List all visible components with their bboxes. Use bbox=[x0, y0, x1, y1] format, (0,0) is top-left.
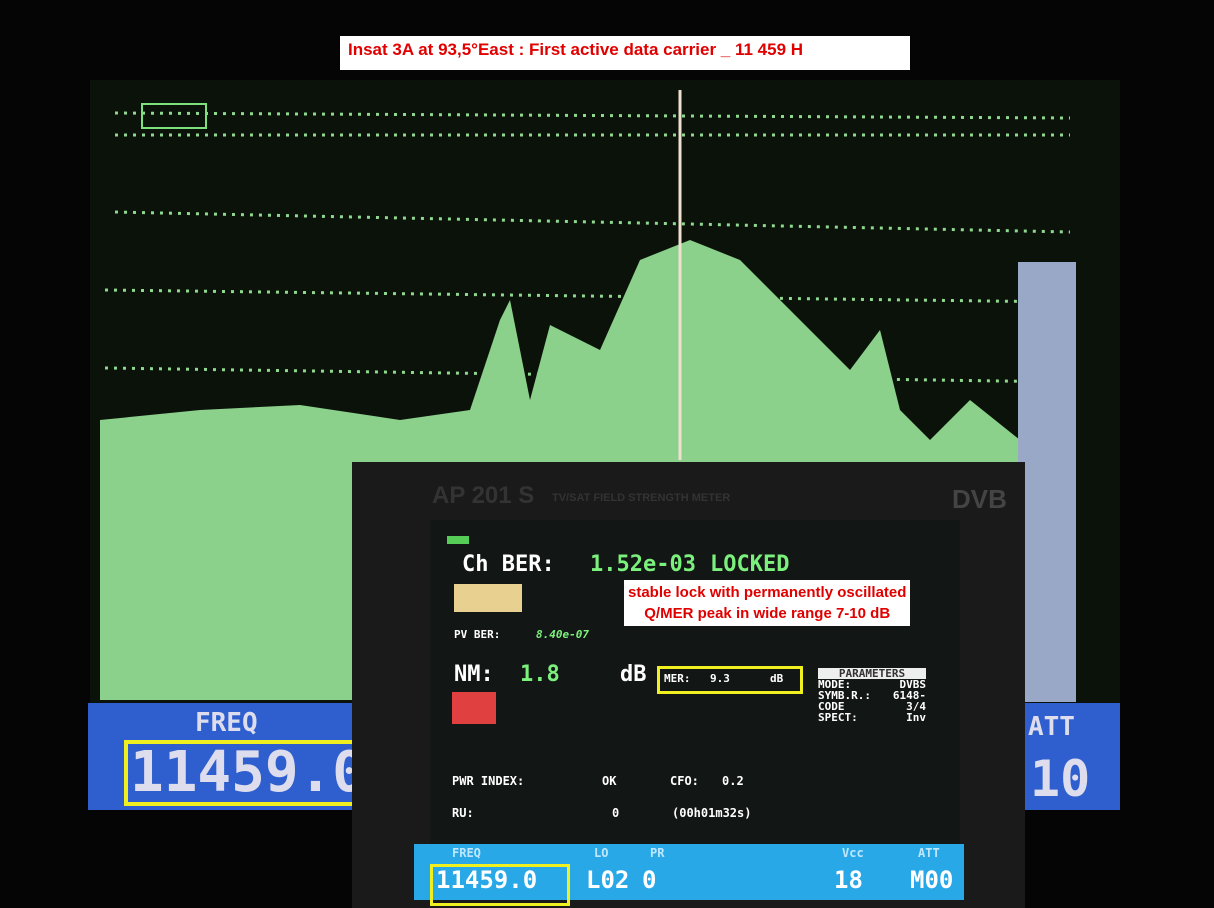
ch-ber-label: Ch BER: bbox=[462, 552, 555, 577]
mer-label: MER: bbox=[664, 672, 691, 685]
ch-ber-value: 1.52e-03 bbox=[590, 552, 696, 577]
bottom-label: ATT bbox=[918, 846, 940, 860]
bottom-label: LO bbox=[594, 846, 608, 860]
nm-value: 1.8 bbox=[520, 662, 560, 687]
parameter-value: Inv bbox=[906, 712, 926, 723]
bottom-value: 11459.0 bbox=[436, 866, 537, 894]
annotation-line: Q/MER peak in wide range 7-10 dB bbox=[628, 603, 906, 624]
bottom-label: FREQ bbox=[452, 846, 481, 860]
meter-photo: AP 201 S TV/SAT FIELD STRENGTH METER DVB… bbox=[352, 462, 1025, 908]
parameter-name: SPECT: bbox=[818, 712, 858, 723]
mer-unit: dB bbox=[770, 672, 783, 685]
mer-value: 9.3 bbox=[710, 672, 730, 685]
cfo-value: 0.2 bbox=[722, 774, 744, 788]
freq-label: FREQ bbox=[195, 708, 258, 738]
bottom-value: 0 bbox=[642, 866, 656, 894]
ber-bar bbox=[454, 584, 522, 612]
bottom-value: L02 bbox=[586, 866, 629, 894]
pv-ber-value: 8.40e-07 bbox=[536, 628, 589, 641]
ru-time: (00h01m32s) bbox=[672, 806, 751, 820]
brand: AP 201 S bbox=[432, 482, 534, 510]
nm-label: NM: bbox=[454, 662, 494, 687]
status: LOCKED bbox=[710, 552, 789, 577]
bottom-label: Vcc bbox=[842, 846, 864, 860]
photo: Insat 3A at 93,5°East : First active dat… bbox=[0, 0, 1214, 908]
annotation: stable lock with permanently oscillated … bbox=[624, 580, 910, 626]
ru-value: 0 bbox=[612, 806, 619, 820]
att-label: ATT bbox=[1028, 712, 1075, 742]
pwr-index-value: OK bbox=[602, 774, 616, 788]
battery bbox=[447, 536, 469, 544]
bottom-value: 18 bbox=[834, 866, 863, 894]
bottom-value: M00 bbox=[910, 866, 953, 894]
freq-value: 11459.0 bbox=[130, 740, 366, 805]
nm-bar bbox=[452, 692, 496, 724]
pv-ber-label: PV BER: bbox=[454, 628, 500, 641]
ru-label: RU: bbox=[452, 806, 474, 820]
pwr-index-label: PWR INDEX: bbox=[452, 774, 524, 788]
att-value: 10 bbox=[1030, 750, 1090, 808]
bottom-label: PR bbox=[650, 846, 664, 860]
cfo-label: CFO: bbox=[670, 774, 699, 788]
parameter-row: SPECT: Inv bbox=[818, 712, 926, 723]
subtitle: TV/SAT FIELD STRENGTH METER bbox=[552, 492, 730, 504]
logo: DVB bbox=[952, 484, 1007, 515]
annotation-line: stable lock with permanently oscillated bbox=[628, 582, 906, 603]
nm-unit: dB bbox=[620, 662, 647, 687]
title: Insat 3A at 93,5°East : First active dat… bbox=[348, 40, 803, 60]
